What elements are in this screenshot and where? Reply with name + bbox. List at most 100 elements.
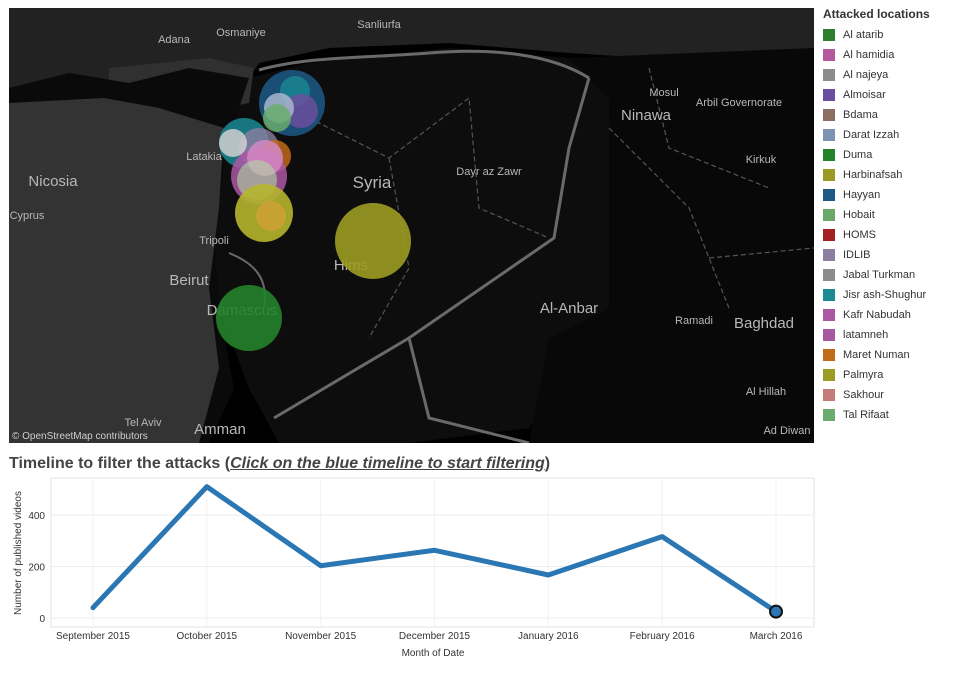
legend-label: Bdama bbox=[843, 109, 878, 121]
place-label: Arbil Governorate bbox=[696, 97, 782, 109]
legend-item[interactable]: Duma bbox=[823, 145, 978, 165]
legend-swatch bbox=[823, 49, 835, 61]
legend-label: Duma bbox=[843, 149, 873, 161]
legend-label: Palmyra bbox=[843, 369, 884, 381]
selected-point[interactable] bbox=[769, 604, 783, 619]
legend-item[interactable]: Sakhour bbox=[823, 385, 978, 405]
x-tick-label: October 2015 bbox=[177, 631, 238, 642]
legend-label: latamneh bbox=[843, 329, 889, 341]
legend-item[interactable]: Al hamidia bbox=[823, 45, 978, 65]
bubble-palmyra[interactable] bbox=[335, 203, 411, 279]
place-label: Cyprus bbox=[10, 210, 45, 222]
legend-label: Almoisar bbox=[843, 89, 886, 101]
legend-label: Kafr Nabudah bbox=[843, 309, 911, 321]
place-label: Sanliurfa bbox=[357, 19, 401, 31]
legend-label: Darat Izzah bbox=[843, 129, 900, 141]
y-tick-label: 400 bbox=[28, 511, 45, 522]
legend-swatch bbox=[823, 329, 835, 341]
y-axis-title: Number of published videos bbox=[13, 491, 24, 615]
attack-map[interactable]: Adana Osmaniye Sanliurfa Mosul Arbil Governo… bbox=[9, 8, 814, 443]
legend-label: Jisr ash-Shughur bbox=[843, 289, 927, 301]
admin-lines bbox=[308, 67, 814, 339]
timeline-title: Timeline to filter the attacks (Click on… bbox=[9, 455, 550, 473]
legend-label: Al najeya bbox=[843, 69, 889, 81]
timeline-cta-link[interactable]: Click on the blue timeline to start filt… bbox=[230, 455, 545, 472]
data-point[interactable] bbox=[204, 484, 210, 490]
legend-item[interactable]: Kafr Nabudah bbox=[823, 305, 978, 325]
legend-item[interactable]: IDLIB bbox=[823, 245, 978, 265]
data-point[interactable] bbox=[659, 534, 665, 540]
chart-axes: 0 200 400 September 2015 October 2015 Novembe… bbox=[13, 491, 803, 659]
chart-series[interactable] bbox=[90, 484, 783, 619]
bubble-najeya[interactable] bbox=[219, 129, 247, 157]
y-tick-label: 200 bbox=[28, 563, 45, 574]
legend-item[interactable]: Hobait bbox=[823, 205, 978, 225]
legend-swatch bbox=[823, 29, 835, 41]
sea-shading bbox=[9, 98, 224, 443]
legend-label: Hayyan bbox=[843, 189, 881, 201]
place-label: Al-Anbar bbox=[540, 300, 598, 317]
legend-label: Sakhour bbox=[843, 389, 884, 401]
place-label: Tripoli bbox=[199, 235, 229, 247]
data-point[interactable] bbox=[432, 547, 438, 553]
legend-item[interactable]: Bdama bbox=[823, 105, 978, 125]
location-bubbles[interactable] bbox=[216, 70, 411, 351]
legend-swatch bbox=[823, 309, 835, 321]
place-label: Amman bbox=[194, 421, 246, 438]
land-iraq bbox=[529, 48, 814, 443]
place-label: Beirut bbox=[169, 272, 209, 289]
legend-item[interactable]: Al atarib bbox=[823, 25, 978, 45]
legend-item[interactable]: Palmyra bbox=[823, 365, 978, 385]
map-canvas[interactable]: Adana Osmaniye Sanliurfa Mosul Arbil Governo… bbox=[9, 8, 814, 443]
place-label: Latakia bbox=[186, 151, 222, 163]
series-line[interactable] bbox=[90, 484, 779, 615]
land-levant bbox=[214, 48, 609, 443]
timeline-title-text: Timeline to filter the attacks ( bbox=[9, 455, 231, 472]
place-label: Al Hillah bbox=[746, 386, 786, 398]
place-label: Ad Diwan bbox=[763, 425, 810, 437]
legend-item[interactable]: HOMS bbox=[823, 225, 978, 245]
legend-swatch bbox=[823, 109, 835, 121]
legend-item[interactable]: Almoisar bbox=[823, 85, 978, 105]
bubble-tal-rifaat[interactable] bbox=[263, 104, 291, 132]
legend-swatch bbox=[823, 69, 835, 81]
legend-label: Harbinafsah bbox=[843, 169, 903, 181]
data-point[interactable] bbox=[318, 563, 324, 569]
legend-swatch bbox=[823, 189, 835, 201]
place-label: Kirkuk bbox=[746, 154, 777, 166]
legend-label: Jabal Turkman bbox=[843, 269, 916, 281]
legend-swatch bbox=[823, 209, 835, 221]
bubble-duma[interactable] bbox=[216, 285, 282, 351]
legend-item[interactable]: Tal Rifaat bbox=[823, 405, 978, 425]
legend-item[interactable]: Darat Izzah bbox=[823, 125, 978, 145]
legend-title: Attacked locations bbox=[823, 7, 930, 21]
legend-item[interactable]: Hayyan bbox=[823, 185, 978, 205]
x-tick-label: September 2015 bbox=[56, 631, 130, 642]
legend-swatch bbox=[823, 129, 835, 141]
legend-label: Tal Rifaat bbox=[843, 409, 889, 421]
place-label: Syria bbox=[353, 173, 392, 192]
place-label: Ninawa bbox=[621, 107, 672, 124]
data-point[interactable] bbox=[90, 605, 96, 611]
timeline-chart[interactable]: 0 200 400 September 2015 October 2015 Novembe… bbox=[0, 475, 980, 673]
legend-item[interactable]: Jabal Turkman bbox=[823, 265, 978, 285]
legend-item[interactable]: latamneh bbox=[823, 325, 978, 345]
legend-swatch bbox=[823, 169, 835, 181]
legend-item[interactable]: Maret Numan bbox=[823, 345, 978, 365]
x-tick-label: March 2016 bbox=[750, 631, 803, 642]
border-jordan bbox=[407, 337, 530, 443]
bubble-sakhour[interactable] bbox=[256, 201, 286, 231]
legend-item[interactable]: Harbinafsah bbox=[823, 165, 978, 185]
border-syria-iraq bbox=[273, 77, 591, 420]
map-attribution: © OpenStreetMap contributors bbox=[12, 431, 148, 442]
legend-items: Al atarib Al hamidia Al najeya Almoisar Bdam… bbox=[823, 25, 978, 425]
legend-item[interactable]: Al najeya bbox=[823, 65, 978, 85]
place-label: Ramadi bbox=[675, 315, 713, 327]
legend-swatch bbox=[823, 89, 835, 101]
data-point[interactable] bbox=[545, 572, 551, 578]
legend-swatch bbox=[823, 249, 835, 261]
legend-item[interactable]: Jisr ash-Shughur bbox=[823, 285, 978, 305]
place-label: Mosul bbox=[649, 87, 678, 99]
legend: Attacked locations Al atarib Al hamidia Al… bbox=[823, 7, 978, 425]
legend-label: Al atarib bbox=[843, 29, 884, 41]
